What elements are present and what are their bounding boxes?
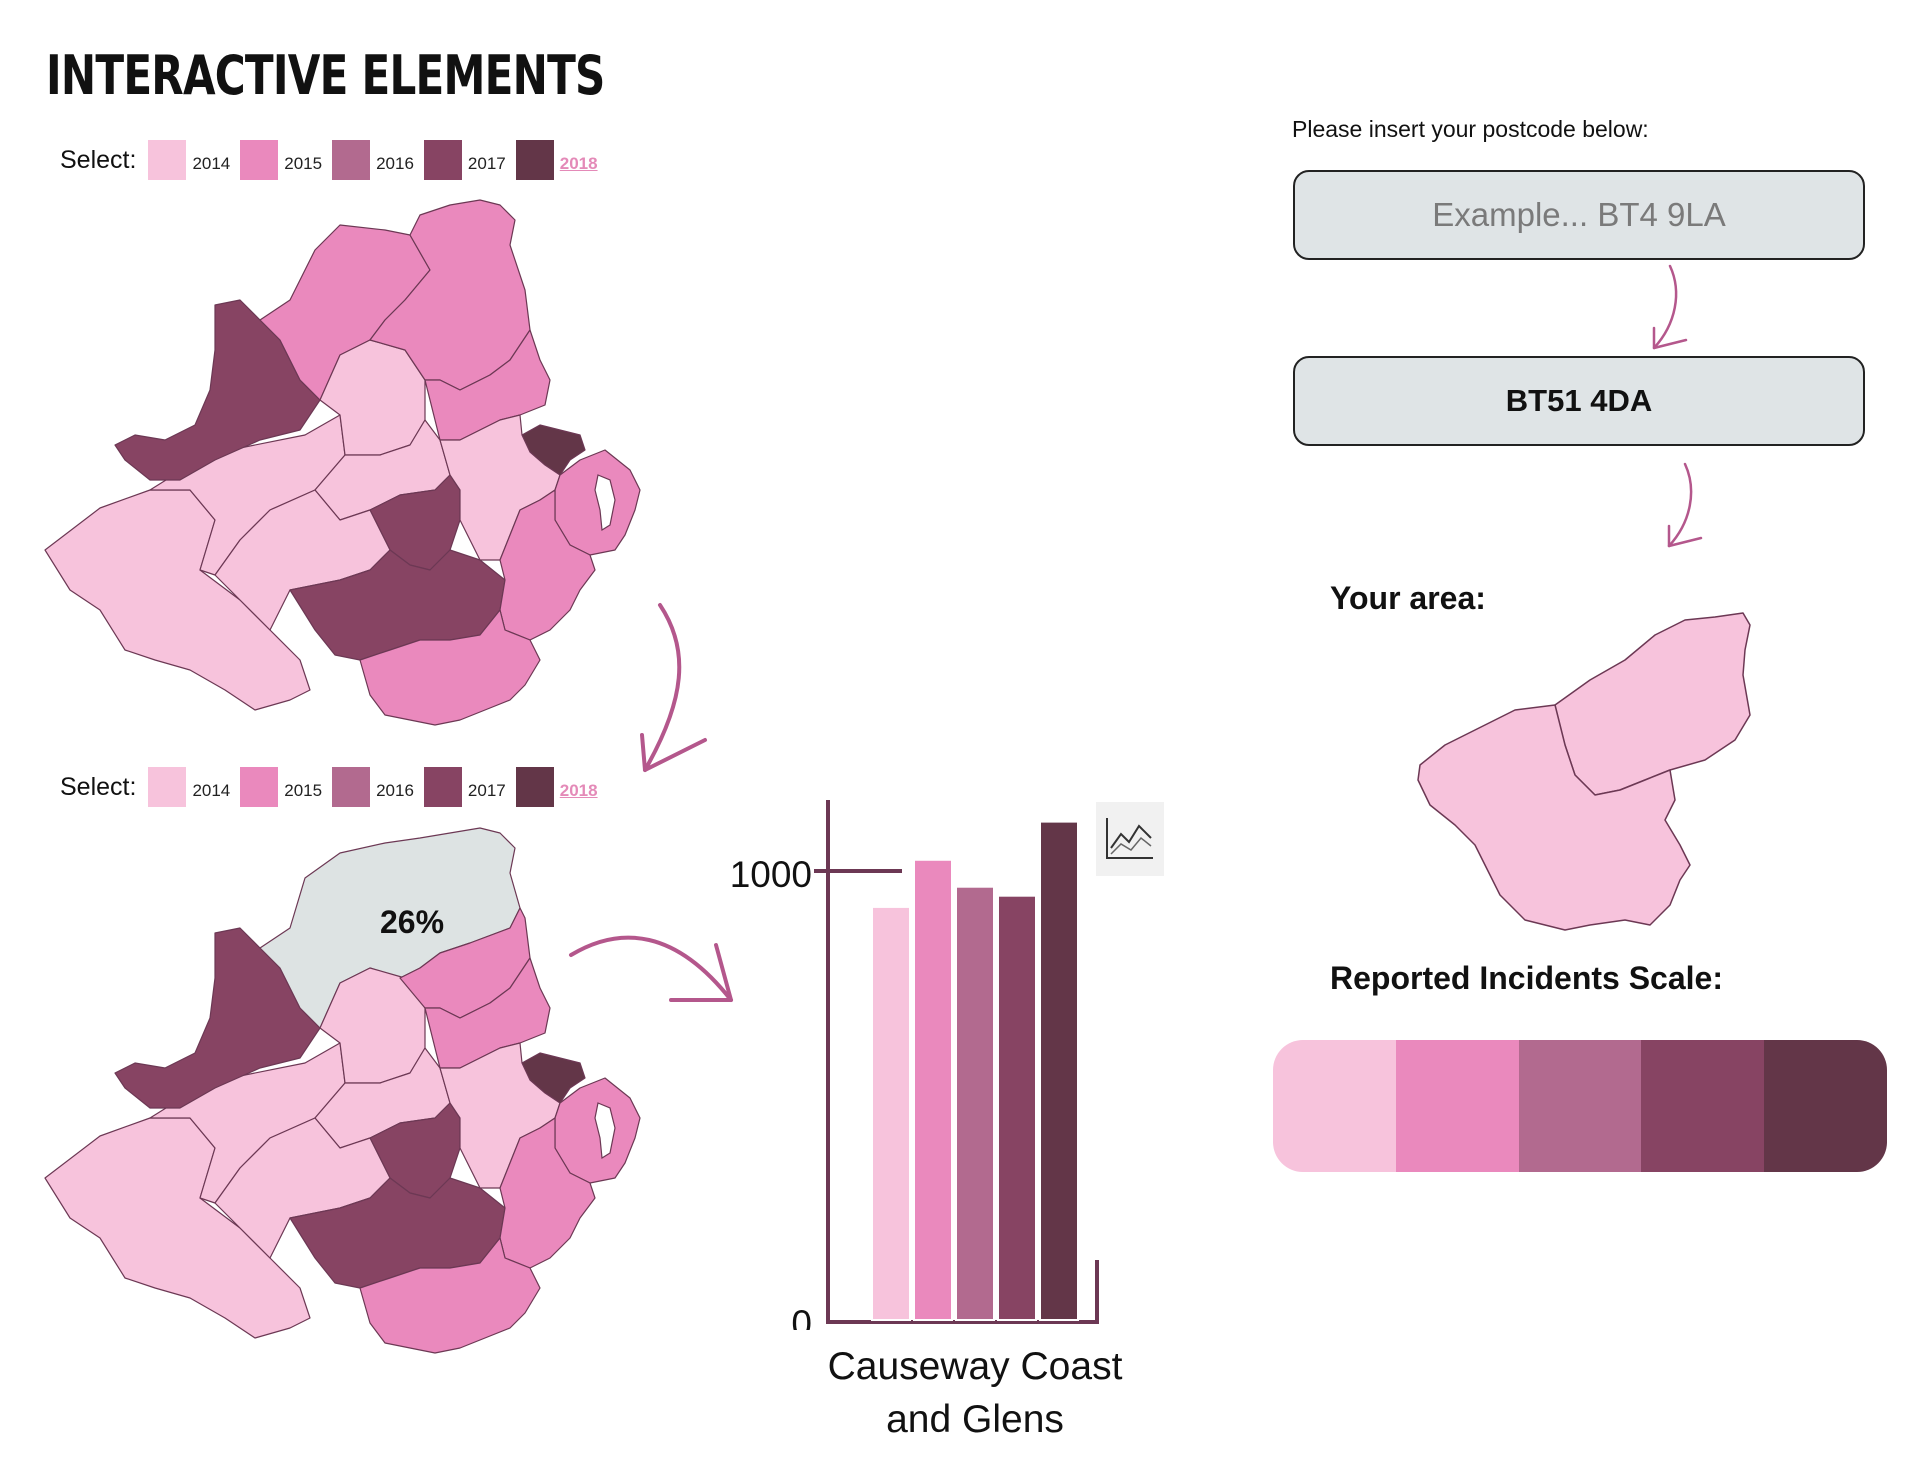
color-swatch: [148, 140, 187, 180]
area-percent-label: 26%: [380, 904, 445, 940]
year-label: 2017: [467, 781, 506, 800]
year-label: 2014: [192, 154, 231, 173]
selector-label: Select:: [60, 145, 137, 174]
scale-level-4: [1641, 1040, 1765, 1172]
postcode-prompt: Please insert your postcode below:: [1292, 116, 1649, 142]
line-chart-toggle-button[interactable]: [1096, 802, 1164, 876]
color-swatch: [332, 140, 371, 180]
incidents-color-scale: [1273, 1040, 1887, 1172]
arrow-down-icon: [1667, 462, 1703, 548]
region-newry[interactable]: [359, 1237, 541, 1354]
region-ards[interactable]: [554, 1077, 641, 1184]
year-option-2014[interactable]: 2014: [148, 140, 230, 180]
color-swatch: [423, 767, 462, 807]
year-label: 2016: [376, 781, 414, 800]
postcode-input-box[interactable]: [1293, 170, 1865, 260]
color-swatch: [332, 767, 371, 807]
scale-level-5: [1764, 1040, 1887, 1172]
year-label: 2018: [559, 781, 598, 800]
y-tick-1000: 1000: [730, 854, 812, 895]
year-option-2015[interactable]: 2015: [240, 767, 322, 807]
postcode-result-box: BT51 4DA: [1293, 356, 1865, 446]
year-option-2015[interactable]: 2015: [240, 140, 322, 180]
year-label: 2017: [467, 154, 506, 173]
region-ards[interactable]: [554, 449, 641, 556]
year-option-2018[interactable]: 2018: [515, 140, 598, 180]
scale-level-3: [1518, 1040, 1642, 1172]
postcode-input[interactable]: [1295, 171, 1863, 259]
year-option-2018[interactable]: 2018: [515, 767, 598, 807]
year-option-2017[interactable]: 2017: [423, 140, 506, 180]
scale-level-2: [1395, 1040, 1519, 1172]
selector-label: Select:: [60, 772, 137, 801]
chart-caption: Causeway Coast and Glens: [827, 1345, 1123, 1441]
ni-map-highlight: [44, 827, 641, 1354]
color-swatch: [148, 767, 187, 807]
region-down[interactable]: [499, 1117, 596, 1269]
your-area-map: [1417, 612, 1751, 931]
year-label: 2014: [192, 781, 231, 800]
year-label: 2016: [376, 154, 414, 173]
arrow-right-icon: [569, 935, 733, 1002]
your-area-heading: Your area:: [1330, 580, 1486, 616]
year-option-2016[interactable]: 2016: [332, 140, 414, 180]
incidents-bar-chart: 1000 0: [730, 800, 1099, 1330]
bar-group: [871, 820, 1079, 1322]
scale-heading: Reported Incidents Scale:: [1330, 960, 1723, 996]
color-swatch: [515, 767, 554, 807]
color-swatch: [240, 767, 279, 807]
arrow-down-icon: [1652, 264, 1688, 350]
color-swatch: [240, 140, 279, 180]
page-title: INTERACTIVE ELEMENTS: [46, 44, 605, 107]
ni-map-full: [44, 199, 641, 726]
scale-level-1: [1273, 1040, 1396, 1172]
bar-2014[interactable]: [871, 905, 911, 1321]
bar-2016[interactable]: [955, 885, 995, 1321]
region-down[interactable]: [499, 489, 596, 641]
area-region-south[interactable]: [1417, 704, 1691, 931]
color-swatch: [423, 140, 462, 180]
y-tick-0: 0: [791, 1303, 812, 1330]
region-newry[interactable]: [359, 609, 541, 726]
line-chart-icon: [1106, 818, 1153, 859]
area-region-north[interactable]: [1554, 612, 1751, 796]
bar-2015[interactable]: [913, 858, 953, 1322]
color-swatch: [515, 140, 554, 180]
year-selector-bottom: Select: 2014 2015 2016 2017 2018: [60, 764, 608, 810]
bar-2017[interactable]: [997, 894, 1037, 1321]
bar-2018[interactable]: [1039, 820, 1079, 1322]
year-selector-top: Select: 2014 2015 2016 2017 2018: [60, 137, 608, 183]
arrow-down-icon: [640, 603, 707, 772]
year-option-2014[interactable]: 2014: [148, 767, 230, 807]
year-label: 2018: [559, 154, 598, 173]
postcode-result: BT51 4DA: [1505, 383, 1653, 418]
year-option-2017[interactable]: 2017: [423, 767, 506, 807]
year-option-2016[interactable]: 2016: [332, 767, 414, 807]
year-label: 2015: [284, 154, 323, 173]
year-label: 2015: [284, 781, 323, 800]
